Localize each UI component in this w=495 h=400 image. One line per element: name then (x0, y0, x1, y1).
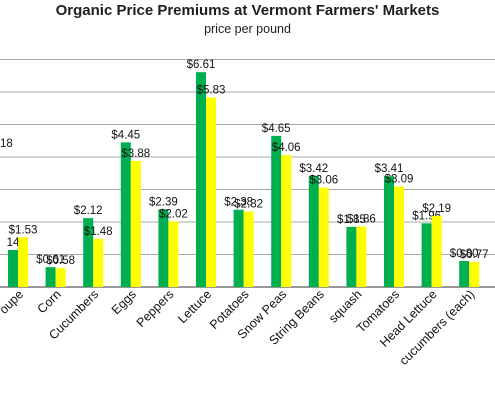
bar-series1-0 (8, 249, 18, 287)
data-label-partial: 18 (0, 138, 13, 150)
bar-series1-11 (421, 223, 432, 287)
bar-series1-9 (346, 226, 357, 287)
bar-series1-5 (196, 72, 206, 287)
bar-series2-5 (206, 97, 216, 288)
data-label-series1-8: $3.42 (299, 163, 328, 175)
bar-series2-6 (243, 211, 254, 287)
data-label-series1-0: 14 (7, 237, 20, 249)
data-label-series2-9: $1.86 (347, 214, 376, 226)
data-label-series2-0: $1.53 (9, 224, 38, 236)
data-label-series1-7: $4.65 (262, 123, 291, 135)
bar-series1-12 (459, 261, 470, 287)
chart-subtitle: price per pound (204, 22, 291, 36)
bar-series2-12 (469, 261, 480, 287)
category-label-4: Peppers (134, 287, 177, 330)
data-label-series2-3: $3.88 (121, 148, 150, 160)
data-label-series2-6: $2.32 (234, 199, 263, 211)
bar-series1-2 (83, 218, 94, 287)
data-label-series1-1: $0.61 (36, 254, 65, 266)
category-label-0: oupe (0, 287, 26, 317)
bar-series1-10 (384, 176, 394, 287)
data-label-series2-12: $0.77 (460, 249, 489, 261)
data-label-series1-5: $6.61 (187, 59, 216, 71)
bar-series1-7 (271, 135, 282, 287)
data-label-series2-2: $1.48 (84, 226, 113, 238)
data-label-series1-10: $3.41 (375, 163, 404, 175)
data-label-series1-12: $0.80 (450, 248, 479, 260)
bar-series2-11 (431, 215, 442, 287)
bar-series2-2 (93, 238, 104, 287)
bar-series1-1 (45, 267, 56, 287)
category-label-1: Corn (35, 287, 64, 316)
bar-series1-3 (120, 142, 131, 287)
data-label-series2-5: $5.83 (197, 85, 226, 97)
category-label-3: Eggs (109, 287, 139, 317)
data-label-series1-4: $2.39 (149, 196, 178, 208)
data-label-series2-7: $4.06 (272, 142, 301, 154)
bar-series2-9 (356, 226, 367, 287)
data-label-series1-6: $2.38 (224, 197, 253, 209)
bar-series1-8 (308, 175, 319, 287)
data-label-series1-3: $4.45 (111, 129, 140, 141)
data-label-series2-4: $2.02 (159, 208, 188, 220)
data-label-series2-1: $0.58 (46, 255, 75, 267)
bar-series2-8 (318, 187, 329, 287)
chart-title: Organic Price Premiums at Vermont Farmer… (55, 2, 440, 19)
bar-series1-6 (233, 209, 244, 287)
bar-series2-4 (168, 221, 179, 287)
data-label-series1-9: $1.85 (337, 214, 366, 226)
bar-series2-1 (55, 268, 66, 287)
bar-series2-10 (394, 186, 404, 287)
data-label-series1-2: $2.12 (74, 205, 103, 217)
bar-series2-7 (281, 155, 292, 287)
bar-series2-3 (130, 160, 141, 287)
data-label-series2-8: $3.06 (309, 175, 338, 187)
bar-series2-0 (18, 237, 28, 287)
data-label-series2-11: $2.19 (422, 203, 451, 215)
bar-series1-4 (158, 209, 169, 287)
data-label-series2-10: $3.09 (385, 174, 414, 186)
